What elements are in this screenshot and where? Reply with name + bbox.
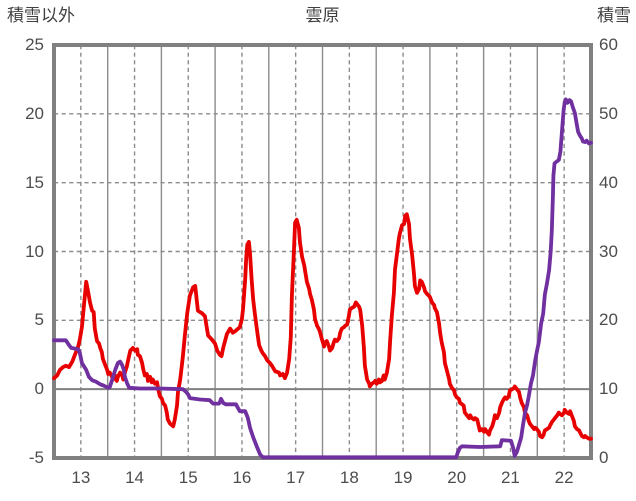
right-axis-tick-label: 0 [599,448,609,467]
left-axis-tick-label: 20 [25,103,44,123]
series-non-snow-line [52,212,593,441]
right-axis-title: 積雪 [597,6,631,25]
x-axis-tick-label: 16 [232,468,252,487]
x-axis-tick-label: 17 [286,468,306,487]
right-axis-tick-label: 10 [599,379,618,399]
left-axis-tick-label: 10 [25,241,44,261]
x-axis-tick-label: 22 [554,468,574,487]
left-axis-tick-label: 0 [34,379,44,399]
left-axis-tick-label: -5 [28,448,44,467]
left-axis-title: 積雪以外 [7,6,75,25]
right-axis-tick-label: 30 [599,241,618,261]
right-axis-tick-label: 40 [599,172,618,192]
left-axis-tick-label: 15 [25,172,44,192]
left-axis-tick-label: 5 [34,310,44,330]
x-axis-tick-label: 13 [71,468,91,487]
x-axis-tick-label: 20 [447,468,467,487]
x-axis-tick-label: 21 [500,468,520,487]
right-axis-tick-label: 60 [599,35,618,54]
chart-title: 雲原 [305,6,340,25]
x-axis-tick-label: 19 [393,468,413,487]
left-axis-tick-label: 25 [25,35,44,54]
x-axis-tick-label: 15 [178,468,198,487]
x-axis-tick-label: 18 [339,468,359,487]
right-axis-tick-label: 20 [599,310,618,330]
series-snow-line [52,97,593,460]
right-axis-tick-label: 50 [599,103,618,123]
x-axis-tick-label: 14 [125,468,144,487]
